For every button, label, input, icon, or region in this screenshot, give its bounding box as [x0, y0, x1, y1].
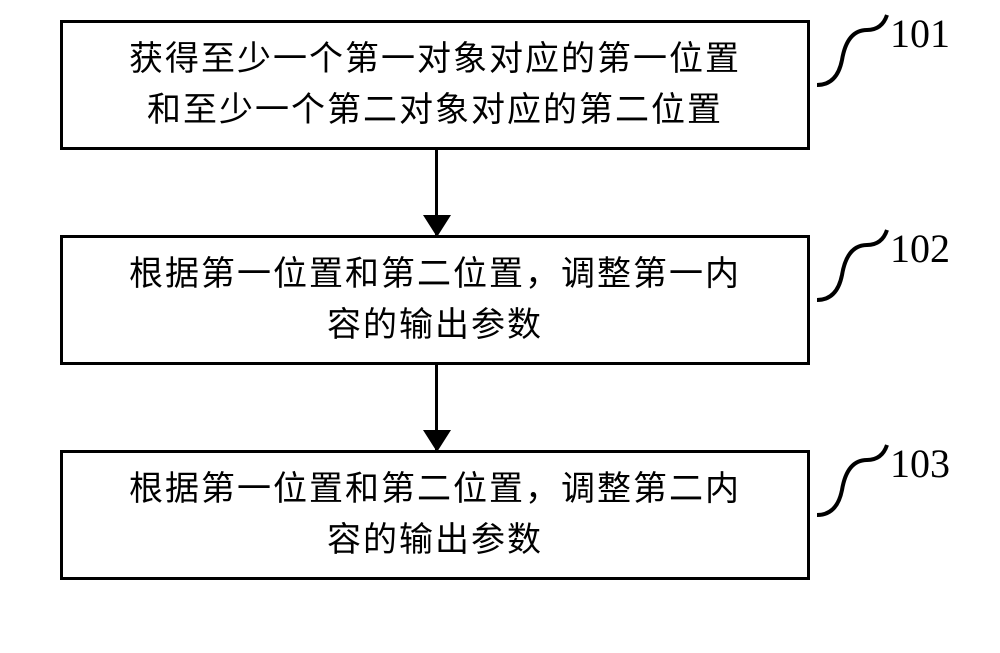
step1-text: 获得至少一个第一对象对应的第一位置 和至少一个第二对象对应的第二位置: [129, 34, 741, 136]
step3-line2: 容的输出参数: [327, 522, 543, 559]
squiggle-connector-3: [812, 440, 892, 530]
flow-step-3: 根据第一位置和第二位置，调整第二内 容的输出参数: [60, 450, 810, 580]
step3-line1: 根据第一位置和第二位置，调整第二内: [129, 471, 741, 508]
squiggle-connector-2: [812, 225, 892, 315]
step-label-102: 102: [890, 225, 950, 272]
flow-step-1: 获得至少一个第一对象对应的第一位置 和至少一个第二对象对应的第二位置: [60, 20, 810, 150]
step2-line1: 根据第一位置和第二位置，调整第一内: [129, 256, 741, 293]
step-label-103: 103: [890, 440, 950, 487]
step3-text: 根据第一位置和第二位置，调整第二内 容的输出参数: [129, 464, 741, 566]
arrow-1: [435, 150, 438, 235]
step1-line1: 获得至少一个第一对象对应的第一位置: [129, 41, 741, 78]
step1-line2: 和至少一个第二对象对应的第二位置: [147, 92, 723, 129]
step-label-101: 101: [890, 10, 950, 57]
squiggle-connector-1: [812, 10, 892, 100]
flow-step-2: 根据第一位置和第二位置，调整第一内 容的输出参数: [60, 235, 810, 365]
arrow-2: [435, 365, 438, 450]
step2-text: 根据第一位置和第二位置，调整第一内 容的输出参数: [129, 249, 741, 351]
step2-line2: 容的输出参数: [327, 307, 543, 344]
